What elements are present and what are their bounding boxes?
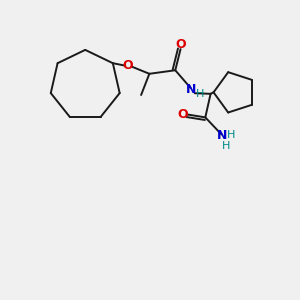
Text: N: N [217,129,228,142]
Text: O: O [178,108,188,121]
Text: H: H [222,141,231,151]
Text: O: O [176,38,187,51]
Text: H: H [227,130,236,140]
Text: O: O [123,59,134,72]
Text: N: N [186,83,197,96]
Text: H: H [196,89,204,99]
